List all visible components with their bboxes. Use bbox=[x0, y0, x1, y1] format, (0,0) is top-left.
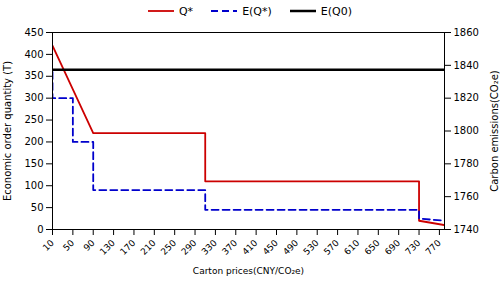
svg-text:400: 400 bbox=[24, 49, 43, 60]
svg-text:130: 130 bbox=[98, 238, 117, 257]
svg-text:50: 50 bbox=[61, 238, 76, 253]
html-text:Q*: Q* bbox=[179, 4, 194, 18]
svg-text:650: 650 bbox=[363, 238, 382, 257]
svg-text:610: 610 bbox=[342, 238, 361, 257]
svg-text:290: 290 bbox=[179, 238, 198, 257]
svg-text:490: 490 bbox=[281, 238, 300, 257]
svg-text:1740: 1740 bbox=[454, 224, 479, 235]
svg-text:730: 730 bbox=[403, 238, 422, 257]
svg-text:1840: 1840 bbox=[454, 60, 479, 71]
svg-text:370: 370 bbox=[220, 238, 239, 257]
svg-text:Carbon emissions(CO₂e): Carbon emissions(CO₂e) bbox=[489, 70, 500, 192]
html-text:E(Q0): E(Q0) bbox=[320, 4, 352, 18]
svg-text:200: 200 bbox=[24, 136, 43, 147]
svg-text:90: 90 bbox=[82, 238, 97, 253]
svg-text:350: 350 bbox=[24, 70, 43, 81]
svg-text:530: 530 bbox=[301, 238, 320, 257]
svg-text:770: 770 bbox=[424, 238, 443, 257]
svg-text:1780: 1780 bbox=[454, 158, 479, 169]
svg-text:170: 170 bbox=[118, 238, 137, 257]
svg-text:Economic order quantity (T): Economic order quantity (T) bbox=[2, 61, 13, 201]
svg-text:210: 210 bbox=[139, 238, 158, 257]
svg-text:330: 330 bbox=[200, 238, 219, 257]
svg-text:1800: 1800 bbox=[454, 125, 479, 136]
svg-text:1760: 1760 bbox=[454, 191, 479, 202]
svg-text:10: 10 bbox=[41, 238, 56, 253]
svg-text:300: 300 bbox=[24, 92, 43, 103]
svg-text:570: 570 bbox=[322, 238, 341, 257]
svg-text:250: 250 bbox=[24, 114, 43, 125]
svg-text:50: 50 bbox=[31, 202, 44, 213]
svg-text:0: 0 bbox=[37, 224, 43, 235]
svg-text:450: 450 bbox=[24, 27, 43, 38]
svg-text:690: 690 bbox=[383, 238, 402, 257]
html-text:E(Q*): E(Q*) bbox=[242, 4, 272, 18]
svg-text:100: 100 bbox=[24, 180, 43, 191]
svg-text:450: 450 bbox=[261, 238, 280, 257]
svg-text:250: 250 bbox=[159, 238, 178, 257]
svg-text:1860: 1860 bbox=[454, 27, 479, 38]
svg-text:Carton prices(CNY/CO₂e): Carton prices(CNY/CO₂e) bbox=[193, 266, 304, 276]
svg-text:1820: 1820 bbox=[454, 92, 479, 103]
svg-text:410: 410 bbox=[240, 238, 259, 257]
svg-text:150: 150 bbox=[24, 158, 43, 169]
